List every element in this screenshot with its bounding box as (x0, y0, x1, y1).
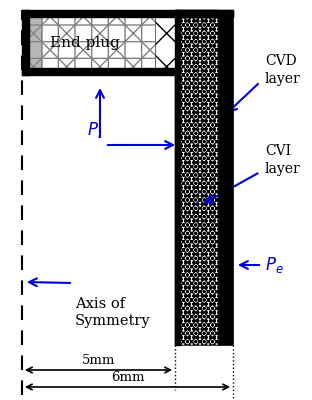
Bar (155, 10, 180, 68)
Bar (22, 17, 43, 75)
Text: $P_e$: $P_e$ (265, 255, 284, 275)
Bar (155, 10, 180, 68)
Bar (22, 68, 175, 75)
Text: CVD
layer: CVD layer (265, 54, 301, 86)
Bar (175, 10, 180, 345)
Text: Axis of
Symmetry: Axis of Symmetry (75, 297, 151, 328)
Text: End plug: End plug (50, 36, 120, 50)
Text: $P_i$: $P_i$ (87, 120, 103, 140)
Text: 5mm: 5mm (82, 354, 115, 367)
Bar (22, 10, 233, 17)
Text: 6mm: 6mm (111, 371, 144, 384)
Bar (218, 10, 233, 345)
Bar (175, 10, 218, 345)
Bar (175, 10, 218, 345)
Bar (175, 10, 218, 345)
Bar (175, 10, 233, 17)
Bar (29, 10, 175, 68)
Bar (29, 10, 175, 68)
Bar (22, 10, 29, 75)
Text: CVI
layer: CVI layer (265, 144, 301, 176)
Bar (29, 10, 175, 68)
Bar (175, 10, 218, 345)
